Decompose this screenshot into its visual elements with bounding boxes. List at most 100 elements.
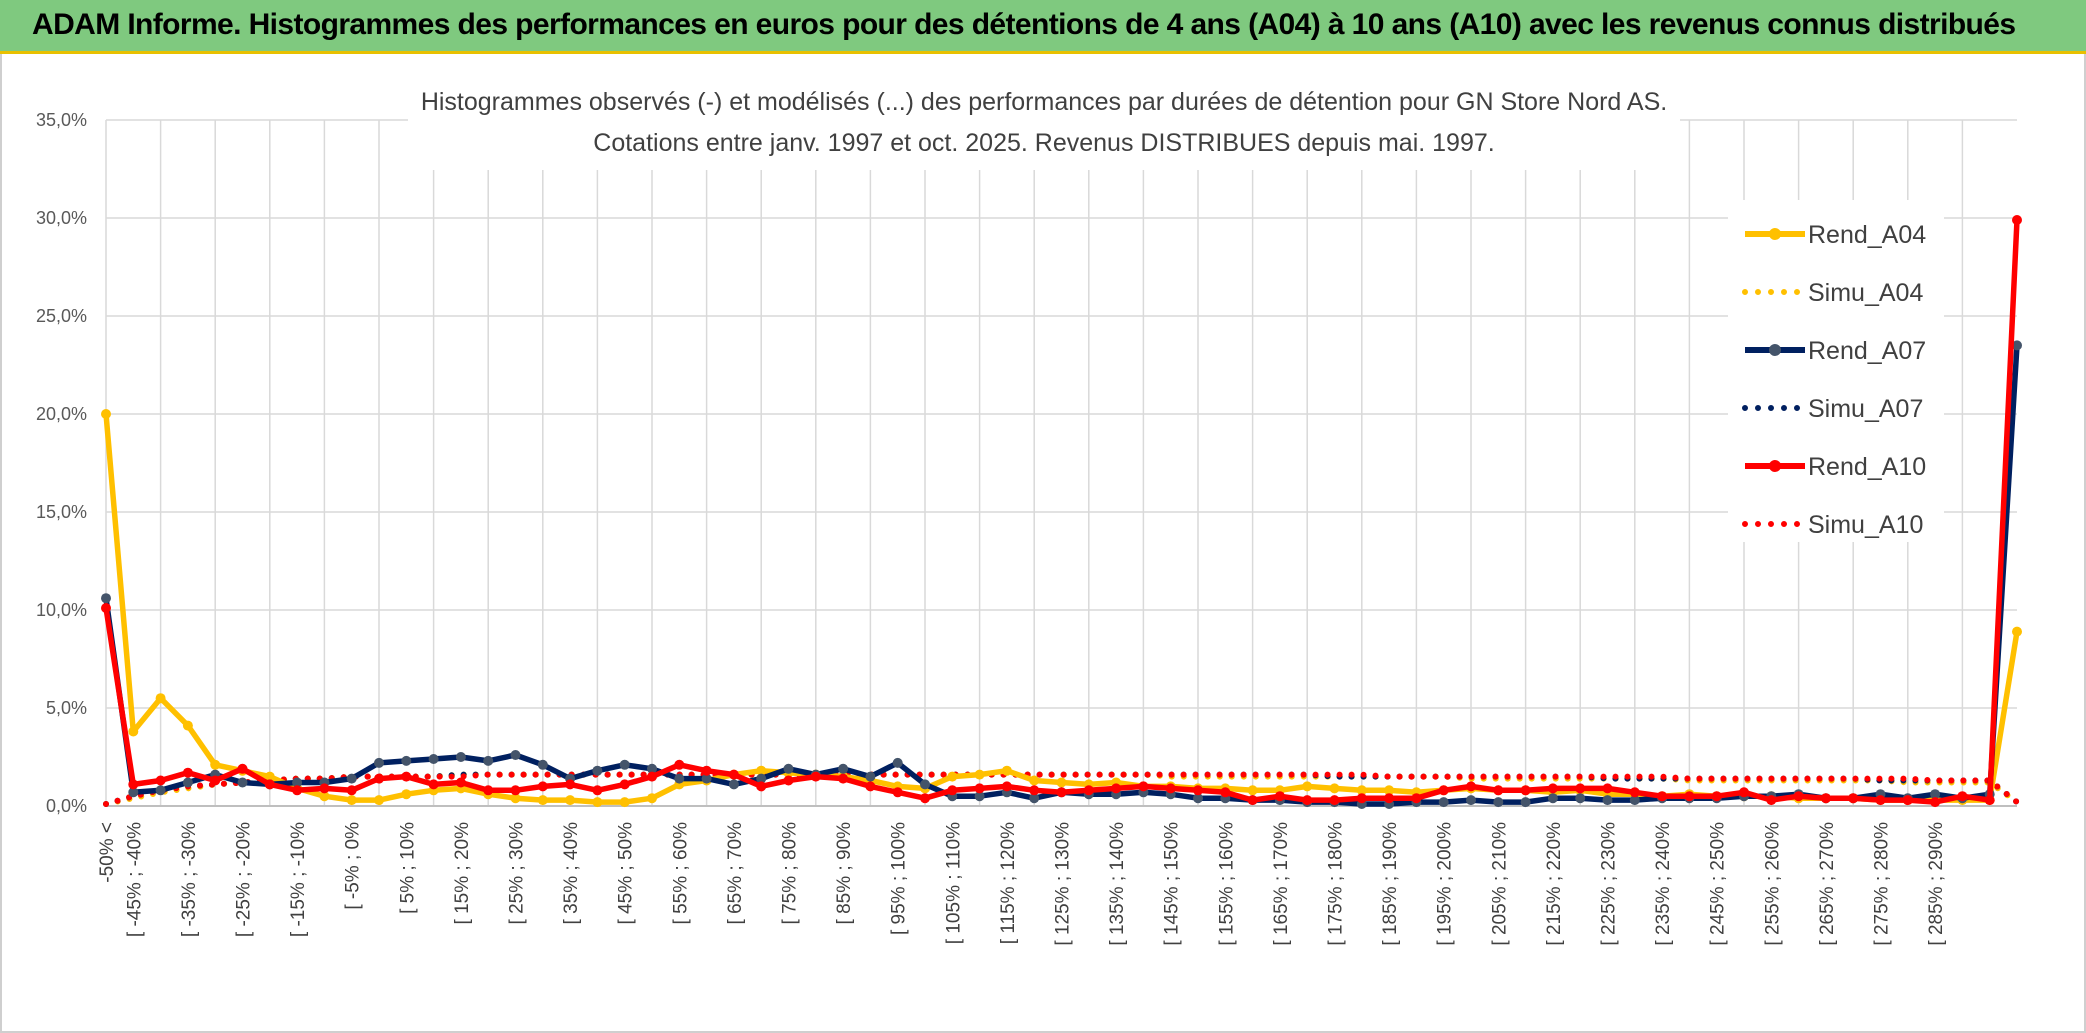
data-point-rend-a04 (346, 795, 357, 806)
data-point-rend-a10 (1029, 785, 1040, 796)
data-point-rend-a10 (1220, 787, 1231, 798)
data-point-rend-a07 (292, 777, 303, 788)
data-point-rend-a10 (155, 775, 166, 786)
data-point-rend-a10 (1520, 785, 1531, 796)
legend-item-simu-a10: Simu_A10 (1742, 511, 1923, 539)
chart-title-line2: Cotations entre janv. 1997 et oct. 2025.… (593, 129, 1494, 157)
data-point-rend-a10 (701, 765, 712, 776)
x-tick-label: [ 205% ; 210% (1489, 822, 1510, 946)
data-point-rend-a07 (1029, 793, 1040, 804)
data-point-rend-a10 (1902, 795, 1913, 806)
data-point-rend-a07 (756, 773, 767, 784)
x-tick-label: [ 65% ; 70% (725, 822, 746, 925)
data-point-rend-a10 (1657, 791, 1668, 802)
data-point-rend-a07 (401, 755, 412, 766)
data-point-rend-a07 (1930, 789, 1941, 800)
data-point-rend-a10 (292, 785, 303, 796)
y-tick-label: 5,0% (46, 698, 87, 718)
data-point-rend-a10 (319, 783, 330, 794)
x-tick-label: -50% < (97, 822, 118, 883)
data-point-rend-a10 (1001, 781, 1012, 792)
data-point-rend-a10 (592, 785, 603, 796)
data-point-rend-a10 (1739, 787, 1749, 798)
data-point-rend-a07 (483, 755, 494, 766)
x-axis-ticks: -50% < [ -45% ; -40% [ -35% ; -30% [ -25% ;… (97, 822, 1947, 946)
y-tick-label: 15,0% (36, 502, 87, 522)
x-tick-label: [ 55% ; 60% (670, 822, 691, 925)
data-point-rend-a04 (182, 720, 193, 731)
x-tick-label: [ 215% ; 220% (1544, 822, 1565, 946)
data-point-rend-a10 (128, 779, 139, 790)
data-point-rend-a07 (701, 773, 712, 784)
data-point-rend-a07 (1575, 793, 1586, 804)
data-point-rend-a07 (101, 593, 111, 604)
data-point-rend-a07 (838, 763, 849, 774)
data-point-rend-a10 (1493, 785, 1504, 796)
x-tick-label: [ 185% ; 190% (1380, 822, 1401, 946)
data-point-rend-a10 (838, 773, 849, 784)
data-point-rend-a07 (1193, 793, 1203, 804)
data-point-rend-a04 (619, 797, 630, 808)
data-point-rend-a07 (182, 777, 193, 788)
series-layer (101, 215, 2022, 809)
data-point-rend-a10 (1274, 791, 1285, 802)
x-tick-label: [ 175% ; 180% (1326, 822, 1347, 946)
data-point-rend-a10 (1575, 783, 1586, 794)
data-point-rend-a07 (783, 763, 794, 774)
data-point-rend-a07 (619, 759, 630, 770)
legend: Rend_A04 Simu_A04 Rend_A07 Simu_A07 Rend_A10… (1742, 221, 1926, 539)
data-point-rend-a10 (210, 775, 221, 786)
data-point-rend-a04 (1247, 785, 1258, 796)
data-point-rend-a10 (974, 783, 985, 794)
x-tick-label: [ 265% ; 270% (1817, 822, 1838, 946)
x-tick-label: [ 275% ; 280% (1872, 822, 1893, 946)
legend-label: Simu_A10 (1808, 511, 1923, 539)
data-point-rend-a04 (756, 765, 767, 776)
data-point-rend-a04 (2012, 626, 2022, 637)
data-point-rend-a10 (374, 773, 384, 784)
data-point-rend-a04 (401, 789, 412, 800)
data-point-rend-a04 (1001, 765, 1012, 776)
x-tick-label: [ 145% ; 150% (1162, 822, 1183, 946)
data-point-rend-a10 (401, 771, 412, 782)
x-tick-label: [ 155% ; 160% (1216, 822, 1237, 946)
data-point-rend-a04 (1029, 775, 1040, 786)
data-point-rend-a10 (1547, 783, 1558, 794)
data-point-rend-a04 (155, 693, 166, 704)
data-point-rend-a10 (182, 767, 193, 778)
data-point-rend-a04 (565, 795, 576, 806)
x-tick-label: [ -5% ; 0% (343, 822, 364, 910)
data-point-rend-a04 (264, 771, 275, 782)
data-point-rend-a07 (346, 773, 357, 784)
grid-layer (105, 119, 2017, 807)
data-point-rend-a10 (1602, 783, 1613, 794)
x-tick-label: [ -35% ; -30% (179, 822, 200, 937)
data-point-rend-a10 (1957, 791, 1968, 802)
data-point-rend-a10 (1984, 795, 1995, 806)
data-point-rend-a04 (647, 793, 657, 804)
data-point-rend-a10 (565, 779, 576, 790)
y-axis-ticks: 0,0% 5,0% 10,0% 15,0% 20,0% 25,0% 30,0% 35,0% (36, 110, 87, 816)
data-point-rend-a07 (728, 779, 739, 790)
legend-marker (1769, 344, 1781, 356)
legend-marker (1769, 228, 1781, 240)
x-tick-label: [ -45% ; -40% (124, 822, 145, 937)
x-tick-label: [ 245% ; 250% (1708, 822, 1729, 946)
data-point-rend-a04 (374, 795, 384, 806)
x-tick-label: [ 75% ; 80% (780, 822, 801, 925)
data-point-rend-a07 (2012, 340, 2022, 351)
data-point-rend-a10 (1466, 781, 1476, 792)
x-tick-label: [ -15% ; -10% (288, 822, 309, 937)
data-point-rend-a04 (1056, 777, 1067, 788)
data-point-rend-a07 (1520, 797, 1531, 808)
legend-item-rend-a10: Rend_A10 (1745, 453, 1926, 481)
data-point-rend-a07 (592, 765, 603, 776)
data-point-rend-a10 (947, 785, 958, 796)
data-point-rend-a07 (865, 771, 876, 782)
x-tick-label: [ 225% ; 230% (1599, 822, 1620, 946)
data-point-rend-a07 (974, 791, 985, 802)
data-point-rend-a10 (1711, 791, 1722, 802)
data-point-rend-a10 (264, 779, 275, 790)
legend-marker (1769, 460, 1781, 472)
